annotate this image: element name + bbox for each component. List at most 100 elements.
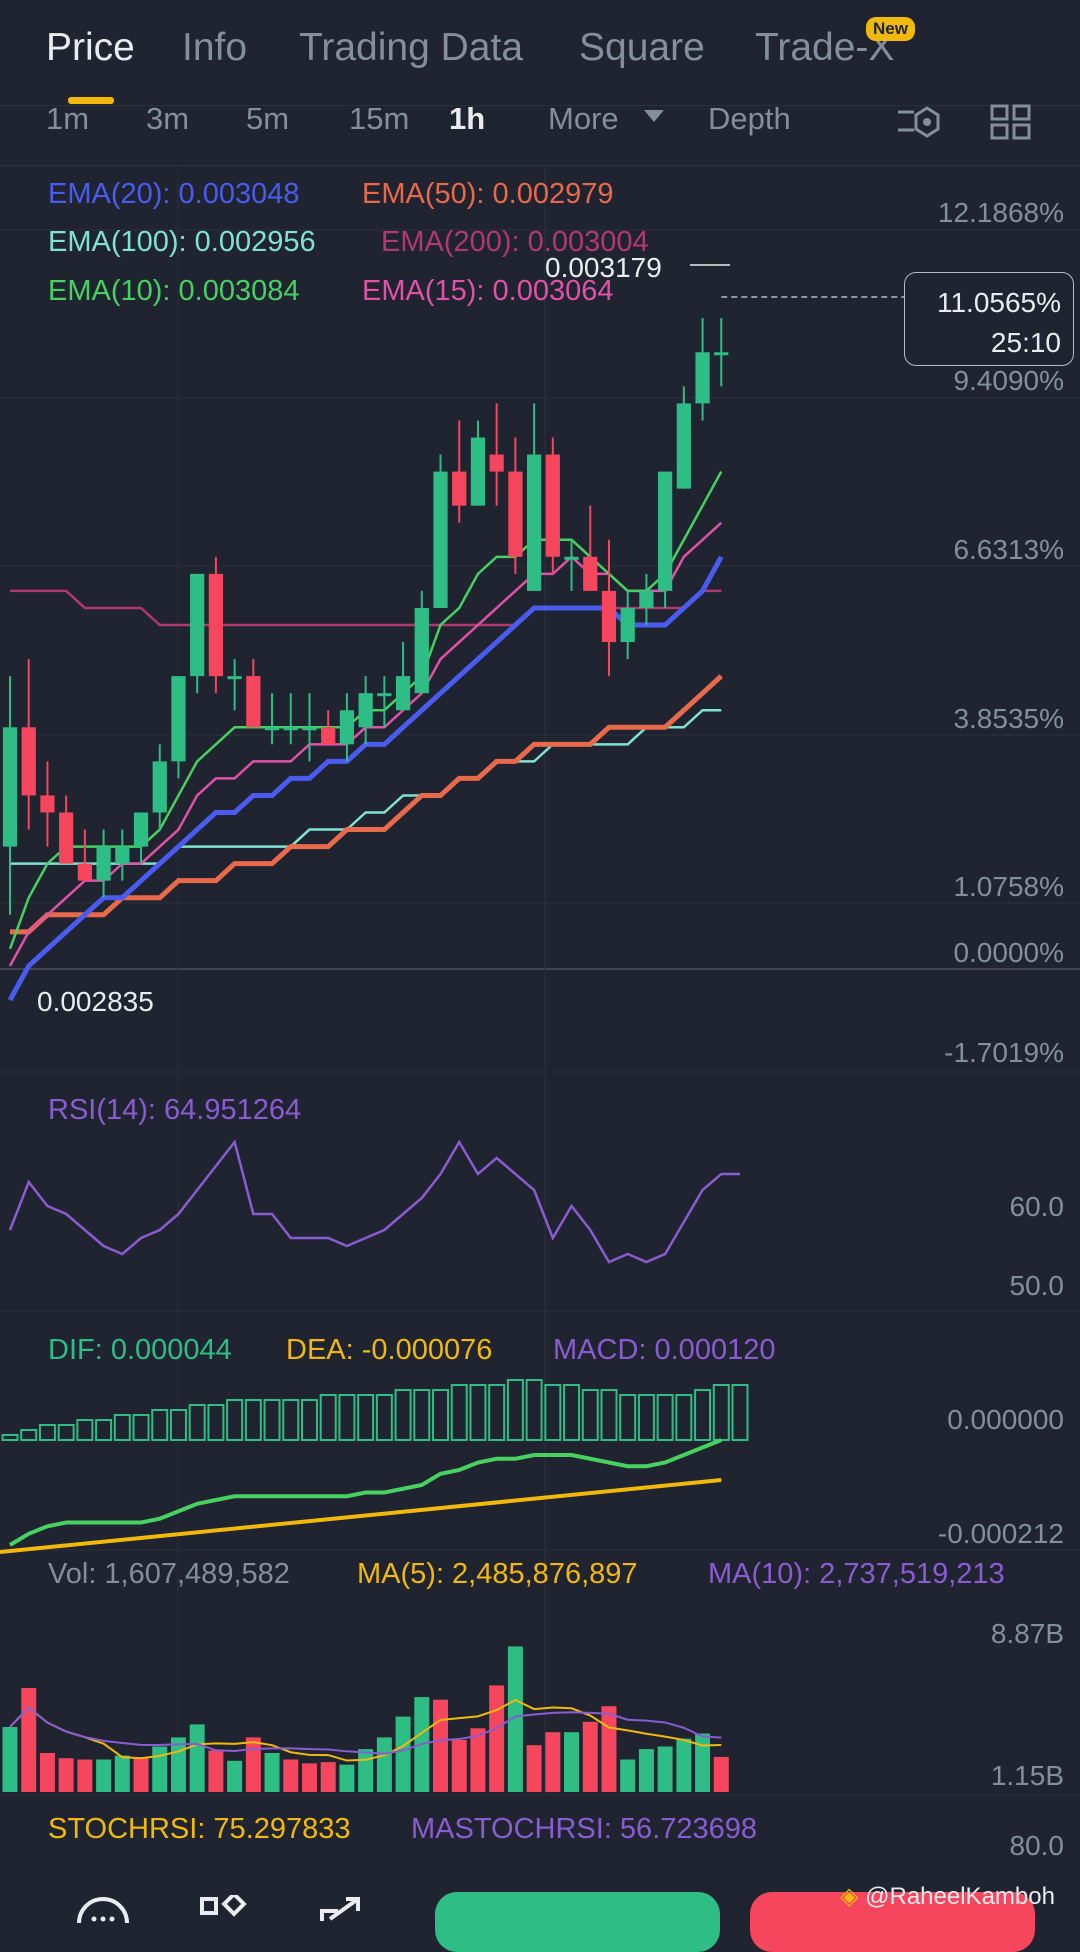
ema10-label: EMA(10): 0.003084 (48, 275, 300, 307)
interval-more[interactable]: More (548, 101, 619, 136)
macd-histogram-bar (338, 1394, 356, 1441)
candle-body (620, 607, 635, 643)
macd-histogram-bar (600, 1389, 618, 1441)
interval-1h[interactable]: 1h (449, 101, 486, 136)
volume-bar (21, 1688, 37, 1792)
macd-histogram-bar (76, 1419, 94, 1441)
volume-bar (170, 1737, 186, 1792)
tab-square[interactable]: Square (579, 26, 705, 69)
macd-histogram-bar (57, 1424, 75, 1441)
volume-bar (601, 1706, 617, 1792)
candle-body (545, 454, 560, 557)
volume-ma5-label: MA(5): 2,485,876,897 (357, 1558, 638, 1590)
macd-histogram-bar (675, 1394, 693, 1441)
macd-histogram-bar (151, 1409, 169, 1441)
rsi-line (8, 1139, 740, 1264)
volume-bar (526, 1745, 542, 1792)
candle-body (377, 693, 392, 697)
price-axis-label: 0.0000% (953, 937, 1064, 968)
volume-bar (320, 1762, 336, 1792)
macd-histogram-bar (488, 1384, 506, 1441)
widgets-icon[interactable] (200, 1895, 250, 1923)
caret-down-icon (644, 110, 664, 122)
candle-body (339, 710, 355, 745)
macd-histogram-bar (619, 1394, 637, 1441)
ema200-label: EMA(200): 0.003004 (381, 226, 649, 258)
interval-depth[interactable]: Depth (708, 101, 791, 136)
volume-bar (657, 1746, 673, 1792)
share-icon[interactable] (318, 1895, 368, 1923)
candle-body (433, 471, 448, 608)
candle-body (227, 676, 242, 680)
volume-bar (433, 1699, 448, 1792)
candle-body (639, 590, 654, 608)
macd-histogram-bar (432, 1389, 449, 1441)
macd-histogram-bar (357, 1394, 375, 1441)
candle-body (676, 403, 691, 489)
candle-body (40, 795, 55, 813)
macd-histogram-bar (263, 1399, 281, 1441)
tab-price[interactable]: Price (46, 26, 135, 69)
macd-histogram-bar (450, 1384, 468, 1441)
macd-histogram-bar (282, 1399, 300, 1441)
rsi-label: RSI(14): 64.951264 (48, 1094, 302, 1126)
volume-bar (545, 1732, 561, 1792)
ema15-label: EMA(15): 0.003064 (362, 275, 614, 307)
candle-body (321, 727, 336, 745)
candle-body (564, 556, 579, 560)
volume-ma5-line (9, 1698, 722, 1762)
volume-bar (96, 1759, 112, 1792)
candle-body (2, 727, 18, 847)
candle-body (246, 676, 261, 728)
current-price-box[interactable]: 11.0565% 25:10 (904, 272, 1074, 366)
mastochrsi-label: MASTOCHRSI: 56.723698 (411, 1813, 758, 1845)
interval-3m[interactable]: 3m (146, 101, 190, 136)
more-options-icon[interactable] (75, 1893, 131, 1923)
candle-body (96, 846, 111, 881)
candle-body (208, 573, 224, 677)
candle-body (133, 812, 149, 847)
buy-button[interactable] (435, 1892, 720, 1952)
candle-body (395, 676, 411, 711)
macd-dea-line (0, 1478, 722, 1554)
interval-15m[interactable]: 15m (349, 101, 410, 136)
macd-dea-label: DEA: -0.000076 (286, 1334, 493, 1366)
indicator-settings-icon[interactable] (896, 104, 942, 140)
macd-histogram-bar (694, 1389, 712, 1441)
macd-dif-line (8, 1438, 723, 1547)
macd-histogram-bar (656, 1394, 674, 1441)
binance-logo-icon: ◈ (840, 1883, 859, 1910)
tab-trading-data[interactable]: Trading Data (299, 26, 524, 69)
current-percent: 11.0565% (936, 287, 1061, 318)
tabs-divider (0, 105, 1080, 106)
high-price-label: 0.003179 (545, 252, 662, 283)
stochrsi-label: STOCHRSI: 75.297833 (48, 1813, 351, 1845)
volume-label: Vol: 1,607,489,582 (48, 1558, 290, 1590)
candle-body (489, 454, 504, 472)
volume-bar (564, 1732, 580, 1792)
macd-histogram-bar (375, 1394, 393, 1441)
tab-info[interactable]: Info (182, 26, 248, 69)
low-price-label: 0.002835 (37, 986, 154, 1017)
volume-bar (470, 1728, 486, 1792)
macd-histogram-bar (188, 1404, 206, 1441)
interval-5m[interactable]: 5m (246, 101, 290, 136)
new-badge: New (866, 17, 915, 41)
macd-histogram-bar (38, 1424, 56, 1441)
candle-body (470, 437, 486, 506)
interval-1m[interactable]: 1m (46, 101, 90, 136)
interval-divider (0, 165, 1080, 166)
price-axis-label: 1.0758% (953, 871, 1064, 902)
candle-body (283, 727, 298, 731)
layout-grid-icon[interactable] (990, 104, 1032, 140)
volume-bar (695, 1733, 711, 1792)
candle-body (77, 863, 92, 881)
volume-bar (283, 1759, 299, 1792)
volume-bar (507, 1646, 523, 1792)
volume-bar (713, 1756, 729, 1792)
macd-histogram-bar (712, 1384, 730, 1441)
ema100-label: EMA(100): 0.002956 (48, 226, 316, 258)
macd-histogram-bar (319, 1394, 337, 1441)
volume-bar (39, 1753, 55, 1792)
